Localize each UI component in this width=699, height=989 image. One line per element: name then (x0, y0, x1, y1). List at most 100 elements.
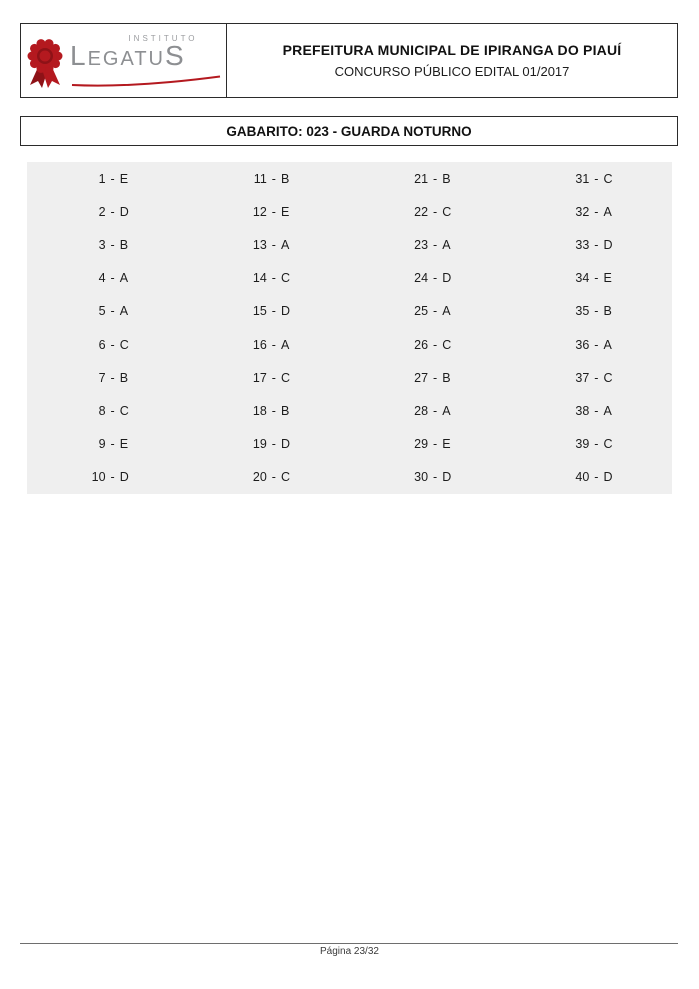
answer-column: 21- B 22- C 23- A 24- D 25- A 26- C 27- B 28- A 29- E 30- D (350, 162, 511, 494)
answer-item: 24- D (350, 271, 511, 285)
answer-separator: - (110, 304, 115, 319)
answer-item: 22- C (350, 205, 511, 219)
answer-separator: - (110, 204, 115, 219)
answer-letter: A (119, 271, 129, 286)
logo-swoosh-icon (71, 75, 221, 87)
answer-separator: - (110, 237, 115, 252)
answer-separator: - (594, 204, 599, 219)
answer-letter: A (280, 237, 290, 252)
answer-letter: B (442, 370, 451, 385)
answer-item: 28- A (350, 404, 511, 418)
answer-separator: - (110, 171, 115, 186)
question-number: 26 (414, 337, 429, 352)
answer-item: 5-A (27, 304, 188, 318)
answer-separator: - (433, 237, 438, 252)
answer-letter: A (603, 337, 612, 352)
answer-letter: C (603, 171, 613, 186)
answer-letter: E (119, 171, 129, 186)
question-number: 32 (575, 204, 590, 219)
logo-letter-first: L (70, 40, 88, 71)
answer-item: 39- C (511, 437, 672, 451)
answer-separator: - (271, 403, 276, 418)
question-number: 36 (575, 337, 590, 352)
answer-separator: - (594, 403, 599, 418)
answer-separator: - (433, 337, 438, 352)
question-number: 38 (575, 403, 590, 418)
answer-separator: - (594, 470, 599, 485)
answer-separator: - (594, 437, 599, 452)
answer-item: 4-A (27, 271, 188, 285)
question-number: 3 (98, 237, 106, 252)
answer-item: 25- A (350, 304, 511, 318)
answer-separator: - (594, 370, 599, 385)
answer-item: 20- C (188, 470, 349, 484)
answer-letter: B (119, 237, 129, 252)
answer-separator: - (594, 271, 599, 286)
question-number: 21 (414, 171, 429, 186)
legatus-logo: INSTITUTO LEGATUS (21, 24, 227, 97)
answer-item: 11- B (188, 172, 349, 186)
answer-letter: E (603, 271, 612, 286)
question-number: 6 (98, 337, 106, 352)
answer-item: 37- C (511, 371, 672, 385)
answer-letter: C (442, 204, 452, 219)
answer-letter: B (280, 403, 290, 418)
answers-grid: 1- E 2- D 3- B 4- A 5- A 6- C 7- B 8- C 9- E 10- D 11- B 12- E 1… (27, 162, 672, 494)
answer-letter: A (442, 237, 451, 252)
answer-separator: - (271, 271, 276, 286)
header: INSTITUTO LEGATUS PREFEITURA MUNICIPAL D… (20, 23, 678, 98)
answer-letter: B (442, 171, 451, 186)
logo-inner: INSTITUTO LEGATUS (25, 33, 222, 89)
question-number: 35 (575, 304, 590, 319)
logo-wordmark: LEGATUS (70, 40, 222, 74)
answer-separator: - (433, 403, 438, 418)
question-number: 2 (98, 204, 106, 219)
answer-separator: - (433, 204, 438, 219)
answer-letter: D (603, 470, 613, 485)
question-number: 15 (252, 304, 267, 319)
answer-separator: - (271, 370, 276, 385)
question-number: 5 (98, 304, 106, 319)
logo-letter-last: S (165, 40, 186, 71)
answer-separator: - (271, 237, 276, 252)
answer-letter: C (603, 437, 613, 452)
answer-letter: A (442, 403, 451, 418)
answer-letter: C (280, 370, 290, 385)
answer-item: 10- D (27, 470, 188, 484)
answer-separator: - (433, 470, 438, 485)
answer-item: 33- D (511, 238, 672, 252)
answer-letter: B (280, 171, 290, 186)
answer-separator: - (594, 304, 599, 319)
answer-column: 1- E 2- D 3- B 4- A 5- A 6- C 7- B 8- C 9- E 10- D (27, 162, 188, 494)
question-number: 24 (414, 271, 429, 286)
question-number: 30 (414, 470, 429, 485)
answer-separator: - (271, 304, 276, 319)
question-number: 40 (575, 470, 590, 485)
gabarito-title: GABARITO: 023 - GUARDA NOTURNO (20, 116, 678, 146)
question-number: 28 (414, 403, 429, 418)
answer-letter: D (603, 237, 613, 252)
answer-letter: C (603, 370, 613, 385)
answer-letter: D (280, 437, 290, 452)
answer-letter: D (119, 204, 129, 219)
question-number: 1 (98, 171, 106, 186)
answer-item: 18- B (188, 404, 349, 418)
answer-separator: - (594, 171, 599, 186)
answer-item: 1-E (27, 172, 188, 186)
answer-item: 6-C (27, 338, 188, 352)
answer-item: 7-B (27, 371, 188, 385)
logo-text: INSTITUTO LEGATUS (70, 34, 222, 87)
answer-item: 27- B (350, 371, 511, 385)
answer-separator: - (433, 304, 438, 319)
answer-letter: B (119, 370, 129, 385)
answer-item: 19- D (188, 437, 349, 451)
answer-separator: - (110, 470, 115, 485)
question-number: 29 (414, 437, 429, 452)
answer-item: 17- C (188, 371, 349, 385)
answer-letter: D (442, 271, 452, 286)
answer-separator: - (433, 271, 438, 286)
answer-letter: A (280, 337, 290, 352)
answer-item: 12- E (188, 205, 349, 219)
question-number: 7 (98, 370, 106, 385)
